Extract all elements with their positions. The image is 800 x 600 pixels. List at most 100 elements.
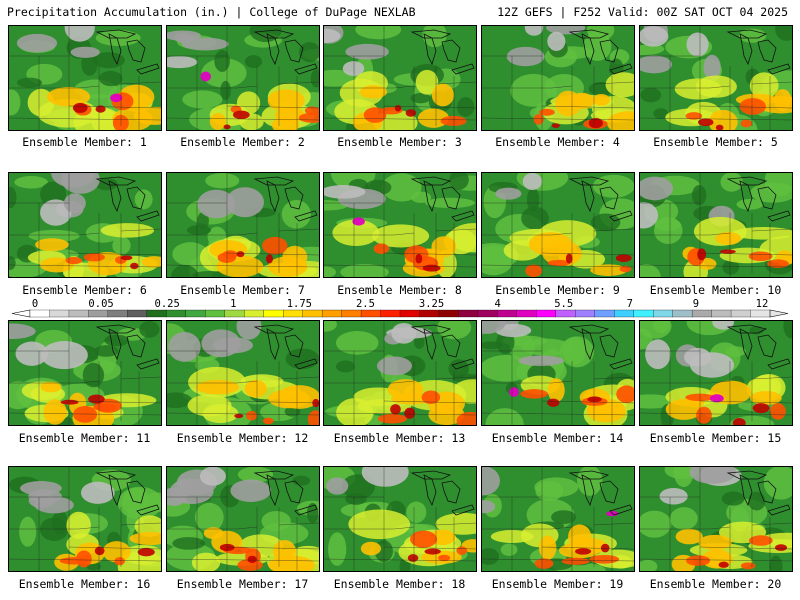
colorbar-swatch	[399, 309, 420, 318]
lake-huron-outline	[126, 480, 146, 504]
lake-erie-outline	[136, 358, 160, 370]
map-title: Precipitation Accumulation (in.) | Colle…	[7, 5, 416, 19]
lake-huron-outline	[757, 39, 777, 63]
colorbar-swatch	[29, 309, 50, 318]
colorbar-swatch	[205, 309, 226, 318]
colorbar-swatch	[321, 309, 343, 318]
lake-huron-outline	[126, 186, 146, 210]
colorbar-swatch	[380, 309, 401, 318]
ensemble-member-map	[323, 466, 477, 572]
colorbar-swatch	[750, 309, 771, 318]
lake-erie-outline	[609, 504, 633, 516]
colorbar-swatch	[68, 309, 89, 318]
precip-colorbar: 0 0.05 0.25 1 1.75 2.5 3.25 4 5.5 7 9 12	[10, 298, 790, 322]
lake-erie-outline	[767, 504, 791, 516]
colorbar-tick-label: 7	[626, 298, 633, 310]
colorbar-swatch	[458, 309, 479, 318]
colorbar-swatch	[185, 309, 206, 318]
lake-huron-outline	[126, 334, 146, 358]
lake-superior-outline	[410, 176, 452, 186]
lake-superior-outline	[253, 176, 295, 186]
lake-superior-outline	[568, 29, 610, 39]
colorbar-swatch	[302, 309, 323, 318]
colorbar-tick-label: 1.75	[286, 298, 313, 310]
lake-huron-outline	[757, 480, 777, 504]
colorbar-swatch	[166, 309, 187, 318]
lake-huron-outline	[284, 186, 304, 210]
lake-erie-outline	[609, 210, 633, 222]
colorbar-swatch	[49, 309, 70, 318]
ensemble-member-label: Ensemble Member: 6	[22, 283, 147, 297]
colorbar-right-arrow	[769, 309, 789, 318]
lake-erie-outline	[294, 504, 318, 516]
lake-superior-outline	[568, 324, 610, 334]
colorbar-swatch	[477, 309, 498, 318]
colorbar-swatch	[614, 309, 635, 318]
colorbar-swatch	[594, 309, 615, 318]
lake-erie-outline	[136, 504, 160, 516]
lake-superior-outline	[95, 176, 137, 186]
lake-huron-outline	[599, 334, 619, 358]
ensemble-member-map	[8, 172, 162, 278]
colorbar-swatch	[360, 309, 381, 318]
lake-superior-outline	[410, 29, 452, 39]
colorbar-swatch	[88, 309, 109, 318]
lake-superior-outline	[95, 470, 137, 480]
colorbar-swatch	[633, 309, 654, 318]
ensemble-member-label: Ensemble Member: 8	[337, 283, 462, 297]
lake-erie-outline	[294, 63, 318, 75]
colorbar-swatch	[244, 309, 265, 318]
ensemble-member-map	[639, 320, 793, 426]
colorbar-scale	[11, 309, 789, 318]
colorbar-swatch	[263, 309, 284, 318]
colorbar-swatch	[341, 309, 362, 318]
ensemble-member-label: Ensemble Member: 1	[22, 135, 147, 149]
lake-superior-outline	[95, 324, 137, 334]
ensemble-member-label: Ensemble Member: 18	[333, 577, 466, 591]
ensemble-member-label: Ensemble Member: 9	[495, 283, 620, 297]
colorbar-swatch	[575, 309, 596, 318]
ensemble-member-map	[639, 466, 793, 572]
ensemble-member-label: Ensemble Member: 16	[18, 577, 151, 591]
ensemble-member-map	[639, 172, 793, 278]
lake-huron-outline	[284, 334, 304, 358]
lake-huron-outline	[599, 39, 619, 63]
colorbar-tick-label: 3.25	[418, 298, 445, 310]
colorbar-swatch	[146, 309, 167, 318]
lake-superior-outline	[726, 470, 768, 480]
lake-superior-outline	[410, 470, 452, 480]
ensemble-member-label: Ensemble Member: 11	[18, 431, 151, 445]
colorbar-swatch	[672, 309, 693, 318]
colorbar-swatch	[224, 309, 245, 318]
lake-erie-outline	[136, 63, 160, 75]
ensemble-member-label: Ensemble Member: 5	[653, 135, 778, 149]
ensemble-member-map	[166, 25, 320, 131]
colorbar-swatch	[711, 309, 732, 318]
ensemble-member-map	[639, 25, 793, 131]
lake-superior-outline	[253, 324, 295, 334]
ensemble-member-map	[323, 320, 477, 426]
lake-erie-outline	[451, 358, 475, 370]
colorbar-tick-label: 2.5	[355, 298, 375, 310]
lake-huron-outline	[599, 480, 619, 504]
ensemble-member-map	[323, 172, 477, 278]
ensemble-member-label: Ensemble Member: 7	[180, 283, 305, 297]
lake-erie-outline	[136, 210, 160, 222]
colorbar-left-arrow	[11, 309, 31, 318]
ensemble-member-map	[8, 320, 162, 426]
colorbar-swatch	[730, 309, 751, 318]
ensemble-member-label: Ensemble Member: 12	[176, 431, 309, 445]
lake-erie-outline	[767, 63, 791, 75]
ensemble-member-label: Ensemble Member: 2	[180, 135, 305, 149]
lake-huron-outline	[441, 186, 461, 210]
ensemble-member-label: Ensemble Member: 14	[491, 431, 624, 445]
lake-superior-outline	[726, 29, 768, 39]
ensemble-member-label: Ensemble Member: 13	[333, 431, 466, 445]
lake-erie-outline	[609, 358, 633, 370]
ensemble-member-label: Ensemble Member: 4	[495, 135, 620, 149]
colorbar-tick-label: 12	[755, 298, 769, 310]
ensemble-member-map	[481, 25, 635, 131]
lake-erie-outline	[294, 358, 318, 370]
model-run-info: 12Z GEFS | F252 Valid: 00Z SAT OCT 04 20…	[497, 5, 788, 19]
lake-erie-outline	[294, 210, 318, 222]
